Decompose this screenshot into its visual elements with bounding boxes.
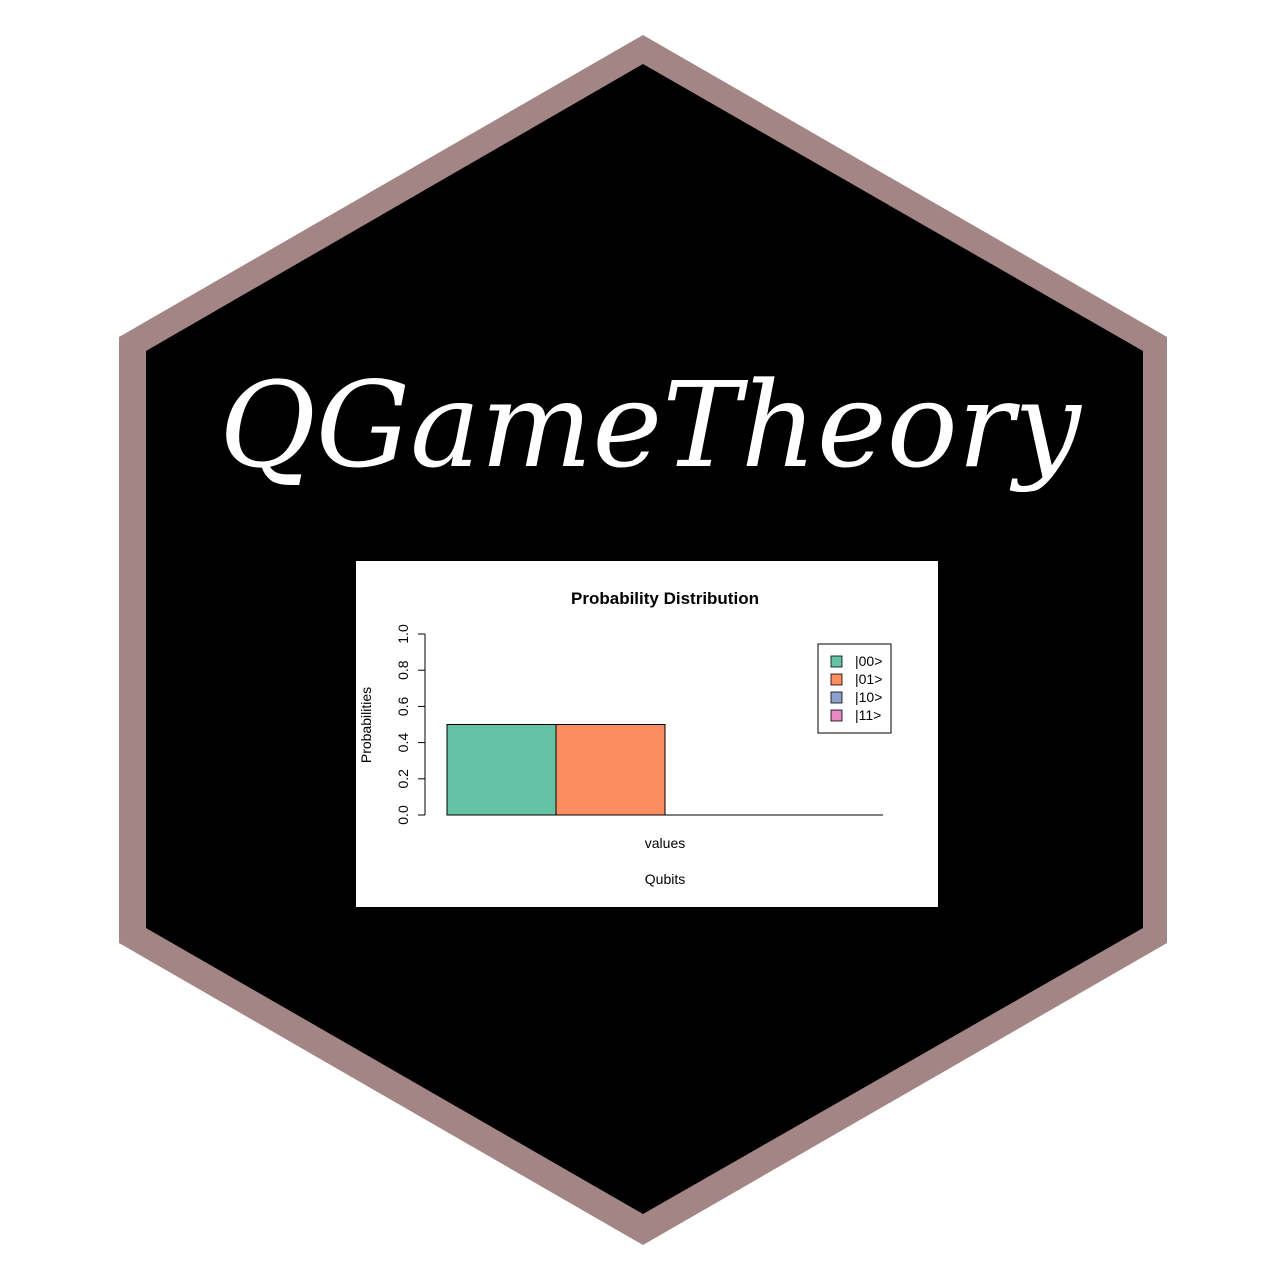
legend-label: |10> <box>855 689 882 705</box>
group-label: values <box>645 835 685 851</box>
bar-1 <box>555 724 666 816</box>
x-axis-label: Qubits <box>645 871 685 887</box>
legend-box <box>817 643 892 734</box>
y-tick-label: 0.2 <box>395 769 411 789</box>
y-axis-label: Probabilities <box>358 687 374 763</box>
chart-title: Probability Distribution <box>571 589 759 608</box>
legend-swatch <box>830 655 843 668</box>
legend-swatch <box>830 673 843 686</box>
legend-label: |00> <box>855 653 882 669</box>
y-tick-label: 0.0 <box>395 805 411 825</box>
y-tick-label: 0.8 <box>395 660 411 680</box>
logo-title: QGameTheory <box>219 356 1082 494</box>
y-tick-label: 0.6 <box>395 696 411 716</box>
legend: |00> |01> |10> |11> <box>817 643 892 734</box>
legend-label: |11> <box>855 707 881 723</box>
y-tick-label: 1.0 <box>395 624 411 644</box>
y-axis: 0.0 0.2 0.4 0.6 0.8 1.0 <box>395 624 426 825</box>
y-tick-label: 0.4 <box>395 733 411 753</box>
chart-panel: Probability Distribution 0.0 0.2 0.4 0.6 0.8… <box>356 561 938 907</box>
bar-0 <box>446 724 557 816</box>
legend-swatch <box>830 691 843 704</box>
legend-swatch <box>830 709 843 722</box>
legend-label: |01> <box>855 671 882 687</box>
bars <box>446 724 666 816</box>
